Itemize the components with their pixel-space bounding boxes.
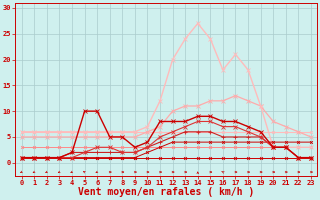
X-axis label: Vent moyen/en rafales ( km/h ): Vent moyen/en rafales ( km/h )	[78, 187, 254, 197]
